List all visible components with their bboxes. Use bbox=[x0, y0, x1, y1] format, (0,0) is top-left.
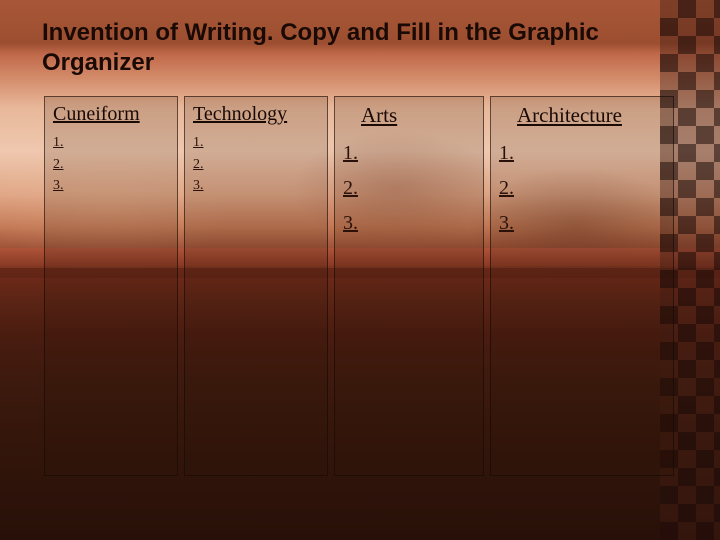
column-technology: Technology 1. 2. 3. bbox=[184, 96, 328, 476]
list-item: 1. bbox=[53, 132, 169, 154]
column-items: 1. 2. 3. bbox=[53, 132, 169, 197]
list-item: 2. bbox=[193, 154, 319, 176]
list-item: 3. bbox=[53, 175, 169, 197]
column-header: Technology bbox=[193, 103, 319, 126]
list-item: 2. bbox=[343, 173, 475, 204]
column-items: 1. 2. 3. bbox=[343, 134, 475, 239]
list-item: 2. bbox=[499, 173, 665, 204]
column-items: 1. 2. 3. bbox=[499, 134, 665, 239]
list-item: 3. bbox=[499, 208, 665, 239]
column-cuneiform: Cuneiform 1. 2. 3. bbox=[44, 96, 178, 476]
list-item: 3. bbox=[343, 208, 475, 239]
column-header: Architecture bbox=[517, 103, 665, 128]
column-header: Cuneiform bbox=[53, 103, 169, 126]
column-arts: Arts 1. 2. 3. bbox=[334, 96, 484, 476]
list-item: 3. bbox=[193, 175, 319, 197]
column-header: Arts bbox=[361, 103, 475, 128]
list-item: 1. bbox=[343, 138, 475, 169]
slide-content: Invention of Writing. Copy and Fill in t… bbox=[0, 0, 720, 540]
list-item: 1. bbox=[193, 132, 319, 154]
column-items: 1. 2. 3. bbox=[193, 132, 319, 197]
graphic-organizer: Cuneiform 1. 2. 3. Technology 1. 2. 3. A… bbox=[42, 96, 678, 476]
list-item: 1. bbox=[499, 138, 665, 169]
column-architecture: Architecture 1. 2. 3. bbox=[490, 96, 674, 476]
slide-title: Invention of Writing. Copy and Fill in t… bbox=[42, 18, 662, 78]
list-item: 2. bbox=[53, 154, 169, 176]
